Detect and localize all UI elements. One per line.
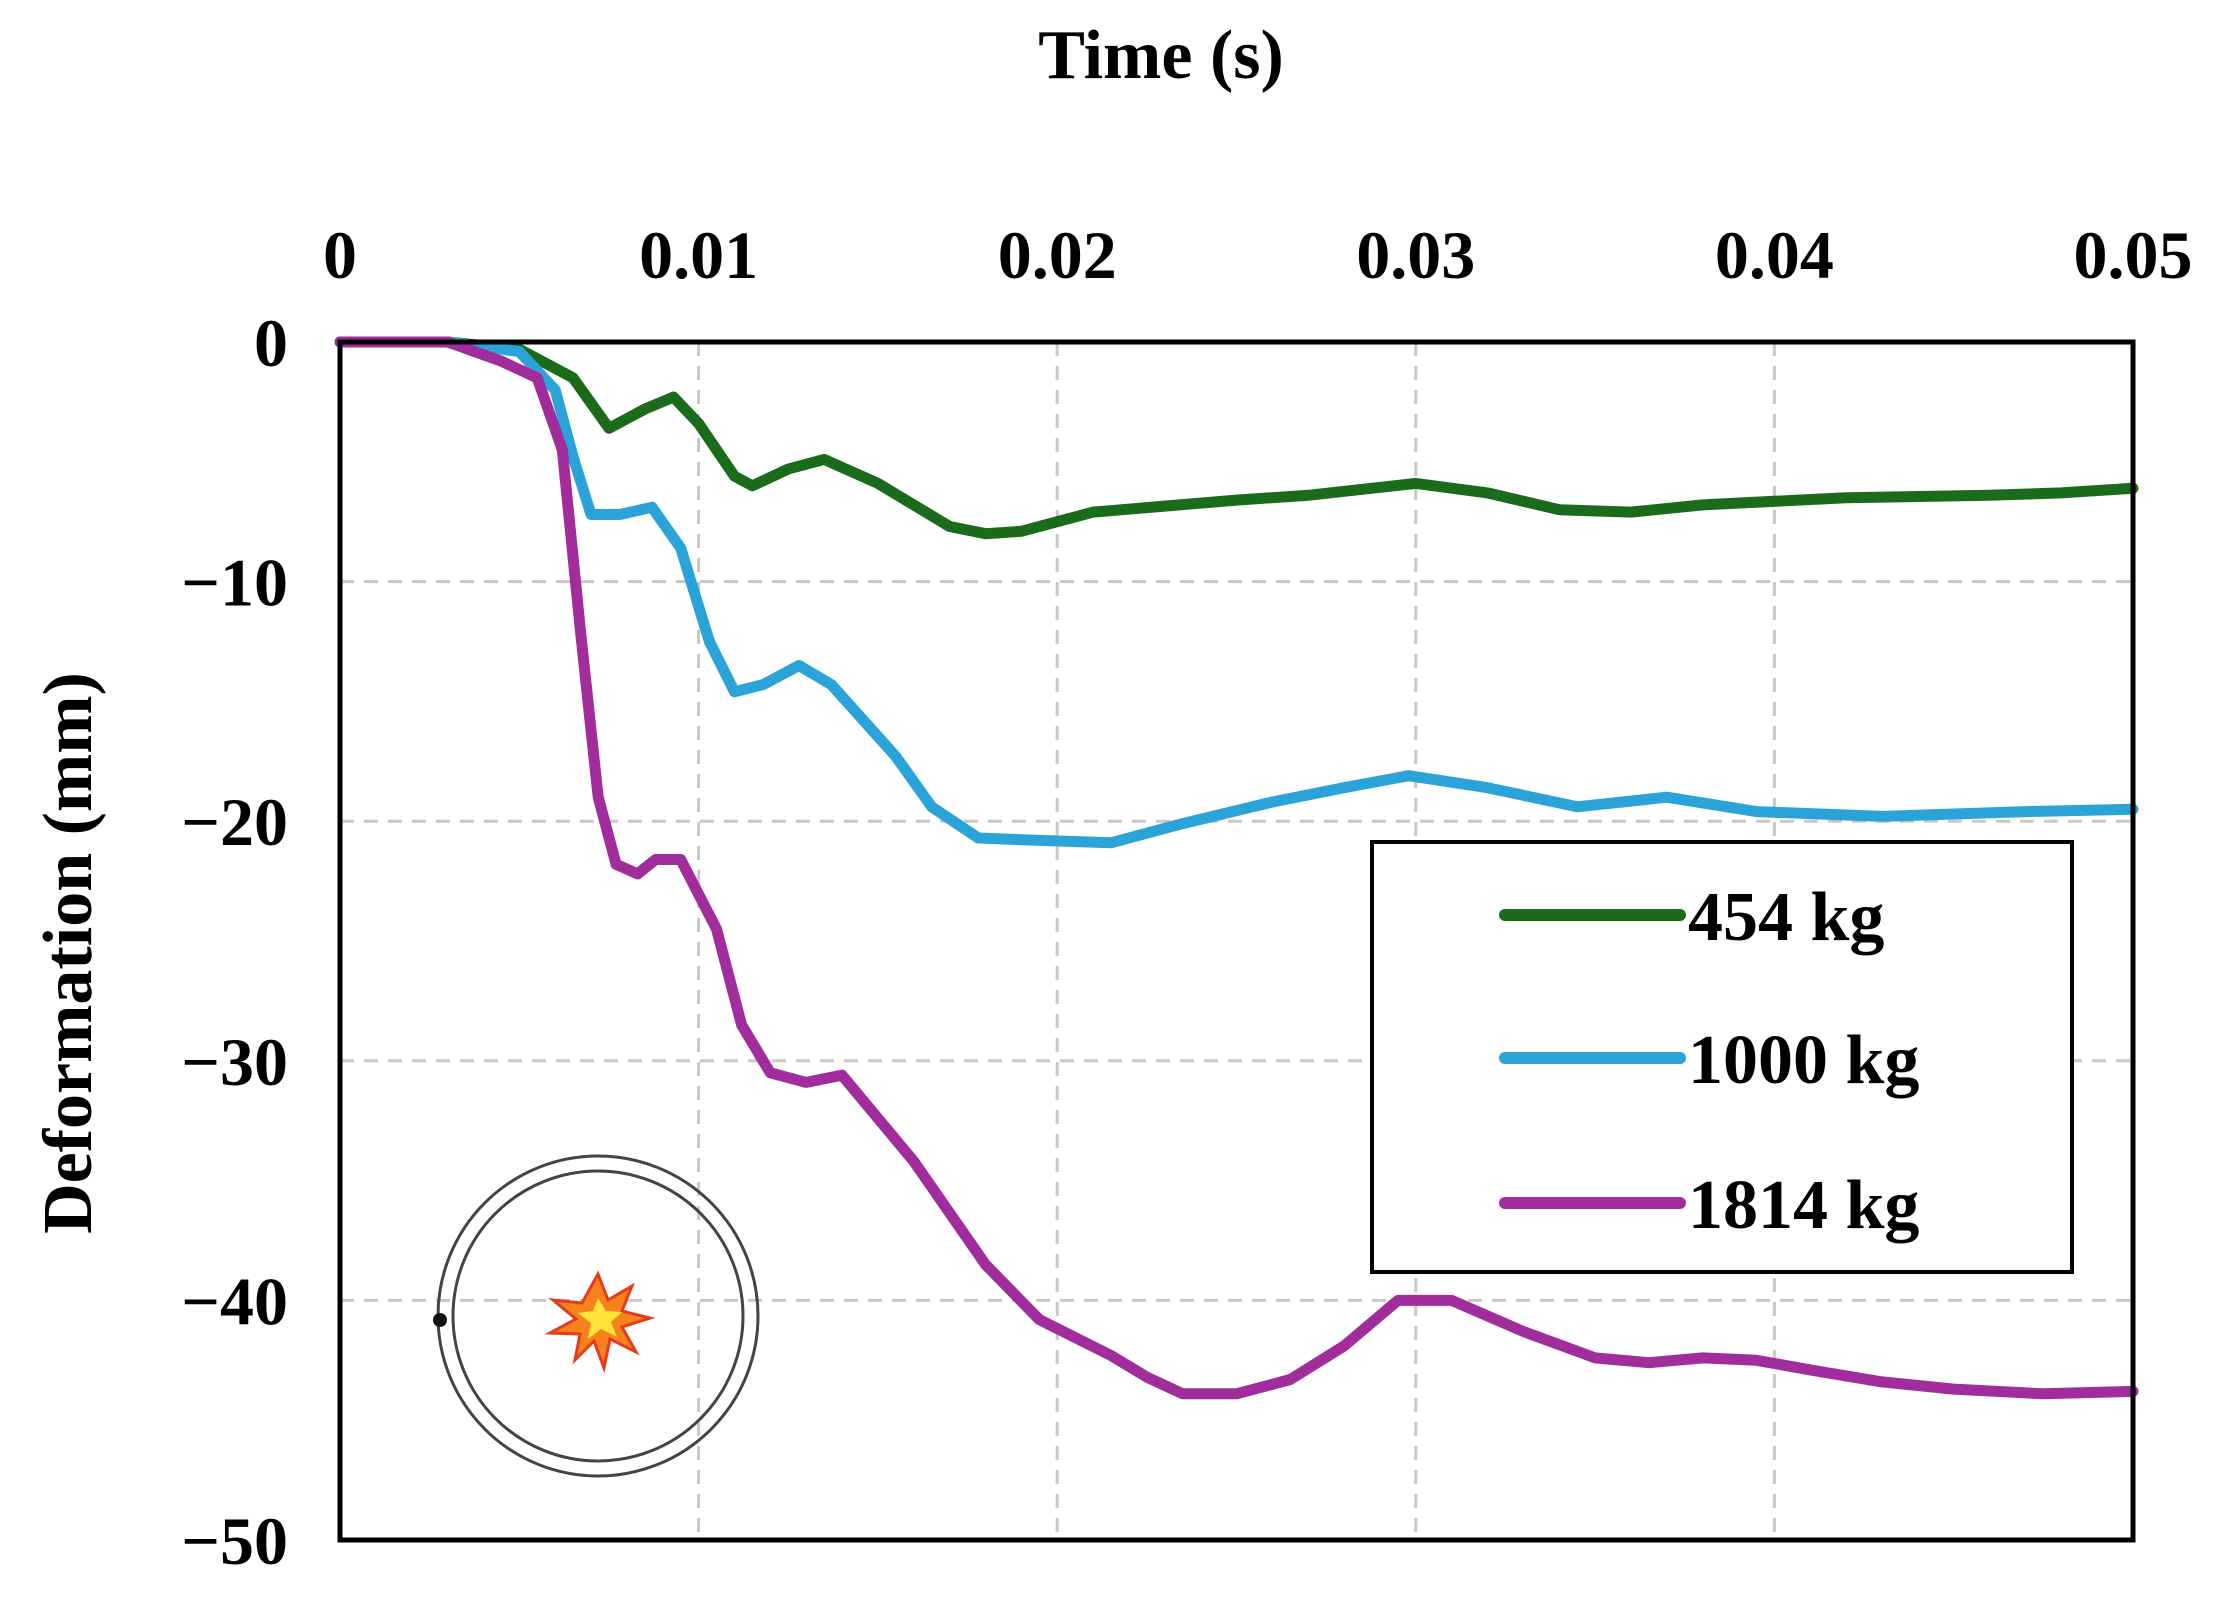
y-tick-label: −10 bbox=[181, 545, 288, 621]
legend-label-454kg: 454 kg bbox=[1688, 879, 1884, 956]
legend-label-1000kg: 1000 kg bbox=[1688, 1022, 1919, 1099]
y-tick-label: 0 bbox=[254, 305, 288, 381]
legend: 454 kg 1000 kg 1814 kg bbox=[1370, 840, 2074, 1274]
x-tick-label: 0.05 bbox=[2074, 217, 2193, 293]
blast-schematic-icon bbox=[433, 1154, 760, 1478]
x-tick-labels: 0 0.01 0.02 0.03 0.04 0.05 bbox=[323, 217, 2193, 293]
series-line-454-kg bbox=[334, 336, 2139, 540]
x-tick-label: 0.02 bbox=[998, 217, 1117, 293]
y-tick-label: −40 bbox=[181, 1263, 288, 1339]
x-tick-label: 0.03 bbox=[1356, 217, 1475, 293]
x-axis-title: Time (s) bbox=[1038, 17, 1284, 94]
x-tick-label: 0.04 bbox=[1715, 217, 1834, 293]
y-tick-label: −50 bbox=[181, 1503, 288, 1579]
plot-frame bbox=[337, 339, 2136, 1543]
y-tick-label: −30 bbox=[181, 1024, 288, 1100]
x-tick-label: 0.01 bbox=[639, 217, 758, 293]
legend-item-1000kg: 1000 kg bbox=[1499, 1022, 1919, 1099]
y-axis-title: Deformation (mm) bbox=[30, 672, 107, 1234]
series-lines bbox=[334, 336, 2139, 1400]
legend-box bbox=[1370, 840, 2074, 1274]
legend-item-454kg: 454 kg bbox=[1499, 879, 1884, 956]
series-line-1000-kg bbox=[334, 336, 2139, 849]
legend-item-1814kg: 1814 kg bbox=[1499, 1167, 1919, 1244]
y-tick-labels: 0 −10 −20 −30 −40 −50 bbox=[181, 305, 288, 1579]
y-tick-label: −20 bbox=[181, 784, 288, 860]
series-line-1814-kg bbox=[334, 336, 2139, 1400]
x-tick-label: 0 bbox=[323, 217, 357, 293]
legend-label-1814kg: 1814 kg bbox=[1688, 1167, 1919, 1244]
